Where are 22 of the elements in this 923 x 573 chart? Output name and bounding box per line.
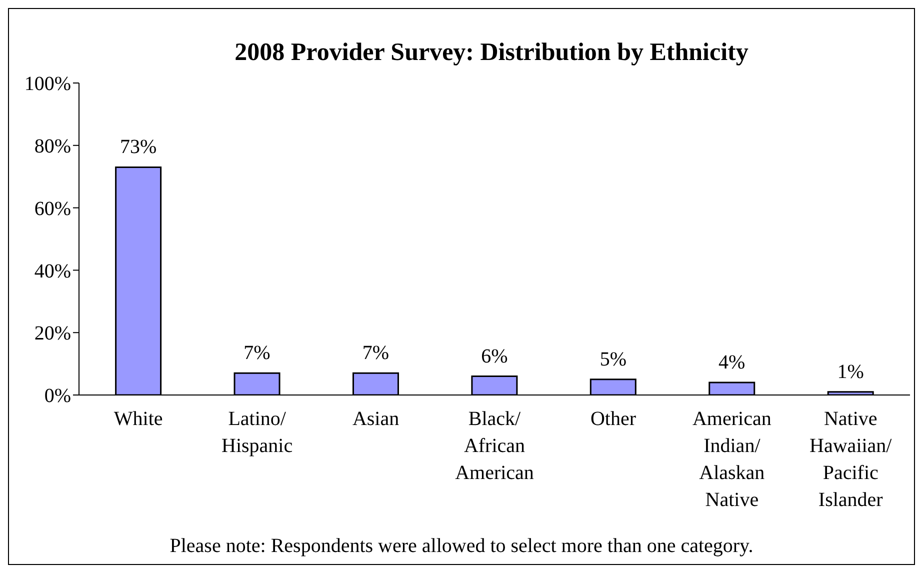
- data-label: 1%: [837, 360, 864, 383]
- y-tick-label: 20%: [34, 322, 71, 345]
- chart-title: 2008 Provider Survey: Distribution by Ethnicity: [234, 39, 750, 67]
- y-tick-label: 60%: [34, 198, 71, 220]
- data-label: 4%: [718, 352, 746, 374]
- data-label: 6%: [481, 345, 508, 368]
- x-tick-label: Black/ African American: [455, 408, 534, 484]
- text: Please note: Respondents were allowed to select more than one category.: [168, 535, 754, 558]
- x-tick-label: Other: [590, 408, 636, 430]
- data-label: 5%: [600, 348, 626, 370]
- x-tick-label: Asian: [352, 408, 400, 430]
- x-tick-label: Latino/ Hispanic: [222, 408, 293, 457]
- y-tick-label: 100%: [24, 73, 71, 96]
- x-tick-label: White: [114, 408, 163, 430]
- data-label: 7%: [362, 342, 390, 364]
- x-tick-label: Native Hawaiian/ Pacific Islander: [810, 408, 892, 511]
- y-tick-label: 40%: [34, 260, 71, 282]
- data-label: 7%: [244, 342, 270, 364]
- y-tick-label: 0%: [44, 385, 71, 408]
- x-tick-label: American Indian/ Alaskan Native: [692, 408, 772, 511]
- data-label: 73%: [120, 136, 157, 158]
- y-tick-label: 80%: [34, 136, 71, 158]
